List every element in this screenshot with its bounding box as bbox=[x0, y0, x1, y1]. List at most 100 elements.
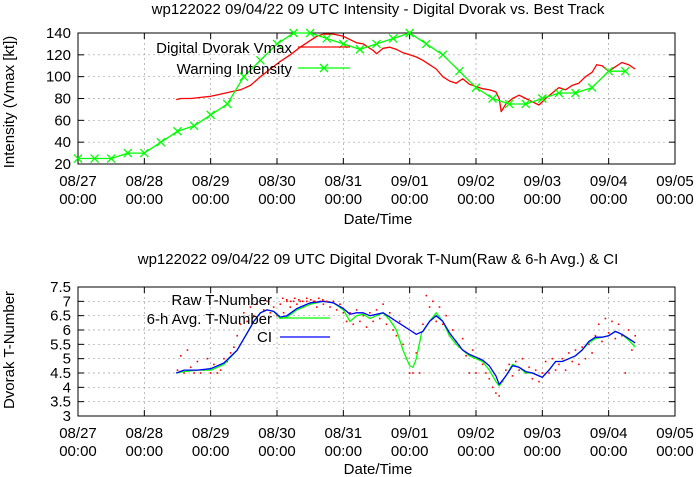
data-point-raw-t-number bbox=[213, 363, 215, 366]
tick-label-y: 40 bbox=[54, 134, 71, 151]
data-point-raw-t-number bbox=[481, 363, 484, 366]
legend-label-raw-t: Raw T-Number bbox=[171, 292, 272, 309]
legend-dot bbox=[298, 299, 300, 301]
data-point-warning-intensity bbox=[438, 50, 448, 60]
data-point-warning-intensity bbox=[488, 94, 498, 103]
tick-label-y: 6 bbox=[63, 322, 71, 339]
data-point-warning-intensity bbox=[239, 72, 249, 82]
series-line-digital-dvorak-vmax bbox=[176, 33, 636, 113]
tick-label-x-time: 00:00 bbox=[126, 191, 164, 208]
data-point-raw-t-number bbox=[624, 372, 627, 374]
data-point-raw-t-number bbox=[385, 323, 388, 326]
legend-dot bbox=[326, 300, 328, 303]
legend-marker-raw-t bbox=[282, 297, 328, 303]
tick-label-y: 4 bbox=[63, 379, 71, 396]
data-point-raw-t-number bbox=[611, 320, 613, 323]
tick-label-x-time: 00:00 bbox=[457, 191, 495, 208]
data-point-raw-t-number bbox=[541, 372, 544, 374]
tick-label-y: 7 bbox=[63, 293, 71, 310]
data-point-raw-t-number bbox=[604, 317, 607, 320]
data-point-raw-t-number bbox=[379, 317, 381, 320]
legend-dot bbox=[286, 299, 288, 301]
legend-label-dd-vmax: Digital Dvorak Vmax bbox=[156, 40, 292, 57]
data-point-raw-t-number bbox=[498, 395, 501, 397]
tick-label-y: 80 bbox=[54, 91, 71, 108]
legend-dot bbox=[322, 299, 324, 301]
tick-label-y: 100 bbox=[46, 69, 71, 86]
data-point-warning-intensity bbox=[355, 44, 365, 54]
data-point-warning-intensity bbox=[604, 66, 614, 76]
tick-label-x-time: 00:00 bbox=[457, 443, 495, 460]
data-point-raw-t-number bbox=[614, 337, 617, 340]
data-point-raw-t-number bbox=[568, 352, 570, 354]
data-point-raw-t-number bbox=[342, 312, 345, 314]
data-point-raw-t-number bbox=[269, 312, 272, 314]
data-point-raw-t-number bbox=[425, 294, 428, 297]
tick-label-x-date: 09/04 bbox=[590, 425, 628, 442]
data-point-raw-t-number bbox=[375, 309, 378, 311]
tick-label-y: 6.5 bbox=[50, 308, 71, 325]
data-point-raw-t-number bbox=[388, 312, 391, 314]
tick-label-y: 7.5 bbox=[50, 279, 71, 296]
tick-label-x-time: 00:00 bbox=[391, 191, 429, 208]
data-point-raw-t-number bbox=[329, 306, 331, 308]
data-point-raw-t-number bbox=[465, 355, 467, 357]
tick-label-x-date: 08/29 bbox=[192, 173, 230, 190]
data-point-raw-t-number bbox=[551, 357, 554, 360]
data-point-raw-t-number bbox=[209, 372, 212, 374]
data-point-warning-intensity bbox=[139, 148, 149, 158]
data-point-raw-t-number bbox=[395, 334, 398, 337]
data-point-warning-intensity bbox=[173, 126, 182, 136]
tick-label-x-time: 00:00 bbox=[656, 443, 694, 460]
intensity-chart-legend: Digital Dvorak Vmax Warning Intensity bbox=[156, 40, 350, 78]
data-point-raw-t-number bbox=[206, 357, 209, 360]
data-point-raw-t-number bbox=[418, 372, 421, 374]
data-point-raw-t-number bbox=[505, 369, 507, 371]
data-point-raw-t-number bbox=[316, 306, 318, 308]
data-point-warning-intensity bbox=[454, 66, 464, 76]
tick-label-x-time: 00:00 bbox=[524, 443, 562, 460]
intensity-chart-title: wp122022 09/04/22 09 UTC Intensity - Dig… bbox=[151, 1, 605, 18]
tick-label-x-time: 00:00 bbox=[590, 191, 628, 208]
legend-label-warning-intensity: Warning Intensity bbox=[177, 61, 293, 78]
data-point-raw-t-number bbox=[415, 352, 418, 354]
tnumber-chart-xlabel: Date/Time bbox=[344, 461, 413, 477]
data-point-raw-t-number bbox=[461, 337, 464, 340]
data-point-warning-intensity bbox=[289, 28, 299, 38]
tick-label-x-date: 09/02 bbox=[457, 173, 495, 190]
data-point-raw-t-number bbox=[634, 334, 636, 337]
data-point-raw-t-number bbox=[435, 320, 437, 323]
tick-label-x-date: 09/02 bbox=[457, 425, 495, 442]
tick-label-y: 20 bbox=[54, 156, 71, 173]
intensity-chart-xlabel: Date/Time bbox=[344, 211, 413, 228]
tick-label-x-date: 09/01 bbox=[391, 425, 429, 442]
tick-label-x-date: 08/28 bbox=[126, 173, 164, 190]
data-point-raw-t-number bbox=[180, 355, 182, 357]
data-point-raw-t-number bbox=[229, 352, 232, 354]
data-point-warning-intensity bbox=[73, 154, 83, 164]
data-point-raw-t-number bbox=[571, 360, 573, 363]
legend-dot bbox=[294, 297, 296, 300]
data-point-raw-t-number bbox=[355, 309, 358, 311]
data-point-warning-intensity bbox=[90, 154, 100, 164]
data-point-raw-t-number bbox=[511, 375, 514, 377]
tick-label-x-time: 00:00 bbox=[656, 191, 694, 208]
tnumber-chart-title: wp122022 09/04/22 09 UTC Digital Dvorak … bbox=[137, 251, 619, 268]
tick-label-x-time: 00:00 bbox=[524, 191, 562, 208]
data-point-raw-t-number bbox=[408, 372, 411, 374]
data-point-raw-t-number bbox=[554, 369, 557, 371]
tick-label-x-date: 09/05 bbox=[656, 173, 694, 190]
data-point-raw-t-number bbox=[365, 326, 368, 328]
data-point-raw-t-number bbox=[236, 334, 238, 337]
data-point-raw-t-number bbox=[246, 320, 248, 323]
data-point-raw-t-number bbox=[292, 300, 295, 303]
data-point-raw-t-number bbox=[621, 334, 623, 337]
legend-dot bbox=[290, 300, 292, 303]
tick-label-y: 3.5 bbox=[50, 394, 71, 411]
data-point-raw-t-number bbox=[279, 303, 282, 305]
data-point-raw-t-number bbox=[299, 300, 302, 303]
data-point-raw-t-number bbox=[561, 357, 564, 360]
data-point-raw-t-number bbox=[219, 369, 222, 371]
data-point-raw-t-number bbox=[558, 363, 560, 366]
plot-frame bbox=[77, 32, 676, 165]
